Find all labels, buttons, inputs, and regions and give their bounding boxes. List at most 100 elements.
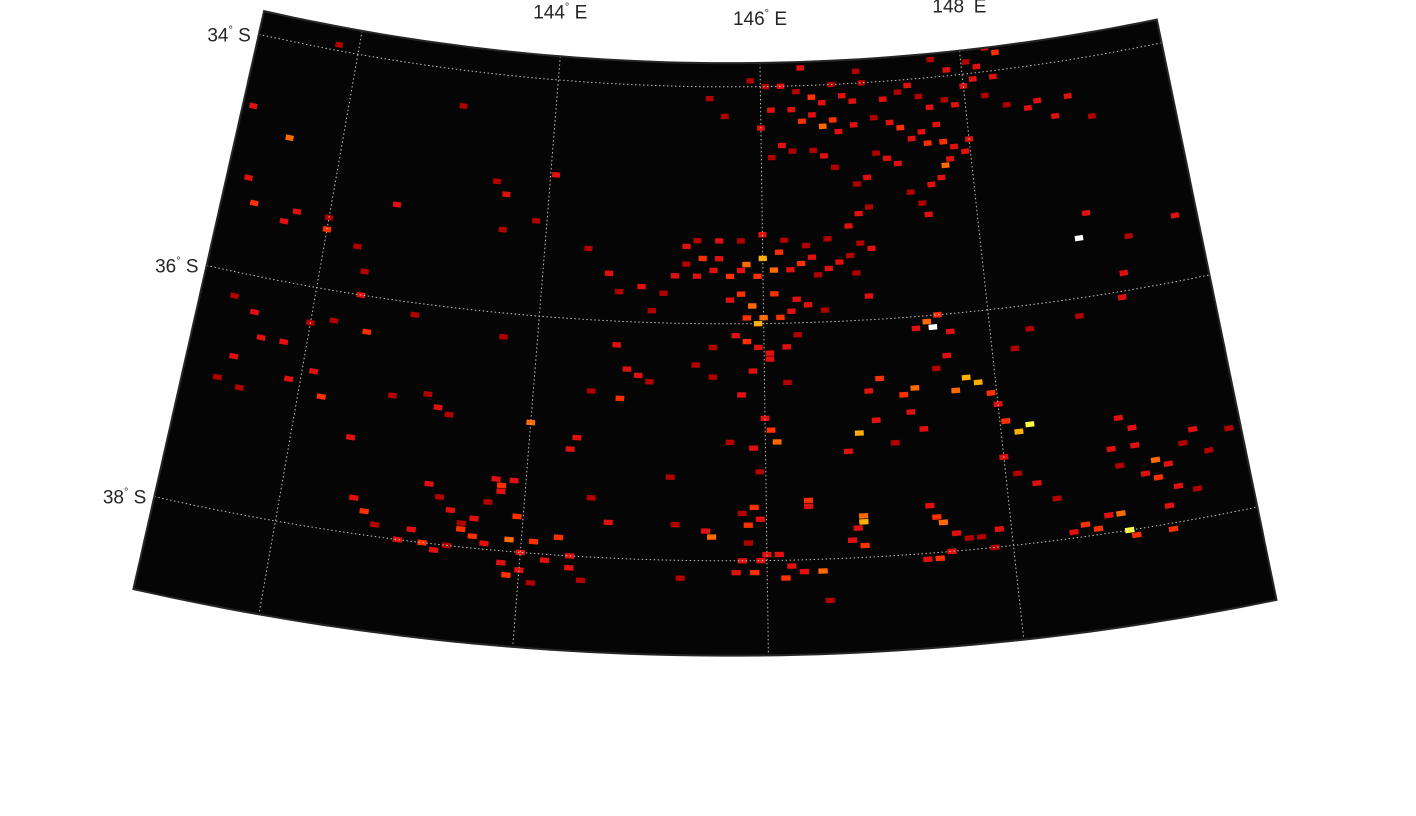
meridian-line — [958, 50, 1025, 640]
heat-cell — [937, 174, 946, 181]
heat-cell — [836, 710, 846, 716]
heat-cell — [647, 307, 657, 314]
heat-cell — [612, 342, 621, 348]
heat-cell — [502, 191, 511, 198]
heat-cell — [708, 344, 718, 351]
heat-cell — [1069, 528, 1079, 536]
heat-cell — [906, 189, 915, 196]
heat-cell — [856, 240, 865, 246]
heat-cell — [565, 446, 575, 452]
heat-cell — [762, 551, 772, 558]
heat-cell — [906, 409, 916, 415]
heat-cell — [837, 92, 846, 99]
heat-cell — [950, 143, 959, 150]
heat-cell — [925, 104, 934, 111]
heat-cell — [572, 434, 582, 441]
heat-cell — [787, 106, 796, 113]
heat-cell — [1106, 445, 1116, 453]
heat-cell — [931, 365, 941, 372]
heat-cell — [776, 314, 785, 321]
heat-cell — [749, 504, 759, 511]
heat-cell — [778, 142, 786, 149]
heat-cell — [444, 411, 454, 418]
latitude-label: 34° S — [207, 24, 250, 46]
heat-cell — [737, 510, 747, 517]
heat-cell — [670, 273, 680, 279]
heat-cell — [359, 507, 369, 515]
heat-cell — [875, 375, 884, 382]
heat-cell — [765, 356, 775, 362]
heat-cell — [749, 445, 759, 451]
heat-cell — [1074, 234, 1084, 242]
heat-cell — [801, 242, 811, 249]
heat-cell — [467, 533, 478, 540]
heat-cell — [907, 135, 916, 142]
heat-cell — [835, 259, 844, 265]
heat-cell — [746, 78, 754, 84]
heat-cell — [973, 379, 983, 386]
heat-cell — [392, 536, 403, 543]
heat-cell — [279, 338, 289, 346]
meridian-line — [258, 30, 363, 615]
heat-cell — [742, 315, 751, 321]
heat-cell — [1103, 511, 1114, 519]
heat-cell — [899, 391, 909, 398]
meridian-line — [512, 56, 561, 647]
heat-cell — [1192, 485, 1203, 492]
heat-cell — [758, 255, 767, 262]
heat-cell — [986, 389, 996, 396]
heat-cell — [1129, 441, 1140, 449]
heat-cell — [499, 333, 508, 340]
heat-cell — [1164, 502, 1175, 509]
heat-cell — [528, 538, 539, 545]
heat-cell — [244, 174, 254, 182]
heat-cell — [551, 171, 561, 178]
heat-cell — [1173, 482, 1184, 490]
heat-cell — [445, 506, 456, 514]
heat-cell — [772, 439, 782, 445]
heat-cell — [1124, 526, 1135, 534]
heat-cell — [946, 155, 955, 162]
heat-cell — [292, 208, 302, 215]
heat-cell — [212, 373, 223, 381]
heat-cell — [918, 200, 927, 207]
heat-cell — [1117, 293, 1127, 301]
heat-cell — [828, 117, 837, 123]
heat-cell — [945, 328, 955, 335]
heat-cell — [767, 154, 776, 161]
heat-cell — [961, 374, 971, 381]
heat-cell — [736, 267, 746, 274]
heat-cell — [859, 518, 869, 525]
heat-cell — [1050, 112, 1060, 120]
heat-cell — [961, 148, 970, 155]
heat-cell — [285, 134, 294, 142]
heat-cell — [708, 374, 718, 380]
heat-cell — [867, 245, 876, 252]
heat-cell — [824, 265, 833, 272]
heat-cell — [682, 261, 691, 267]
heat-cell — [675, 575, 685, 581]
latitude-label: 38° S — [103, 487, 147, 509]
heat-cell — [283, 375, 294, 383]
map-frame — [132, 9, 1278, 657]
heat-cell — [818, 123, 827, 130]
heat-cell — [923, 556, 933, 563]
heat-cell — [353, 243, 362, 250]
heat-cell — [940, 96, 949, 103]
heat-cell — [459, 102, 468, 110]
heat-cell — [767, 107, 775, 113]
heat-cell — [645, 379, 654, 385]
heat-cell — [721, 113, 729, 120]
heat-cell — [531, 217, 541, 224]
heat-cell — [736, 238, 745, 244]
parallel-line — [206, 264, 1210, 325]
latitude-labels: 34° S 36° S 38° S — [103, 24, 251, 508]
heat-cell — [334, 41, 344, 49]
heat-cell — [990, 49, 999, 56]
heat-cell — [514, 567, 524, 574]
heat-cell — [990, 544, 1000, 551]
heat-cell — [1074, 312, 1084, 320]
heat-cell — [1168, 525, 1179, 533]
heat-cell — [808, 112, 816, 118]
heat-cell — [316, 393, 326, 400]
